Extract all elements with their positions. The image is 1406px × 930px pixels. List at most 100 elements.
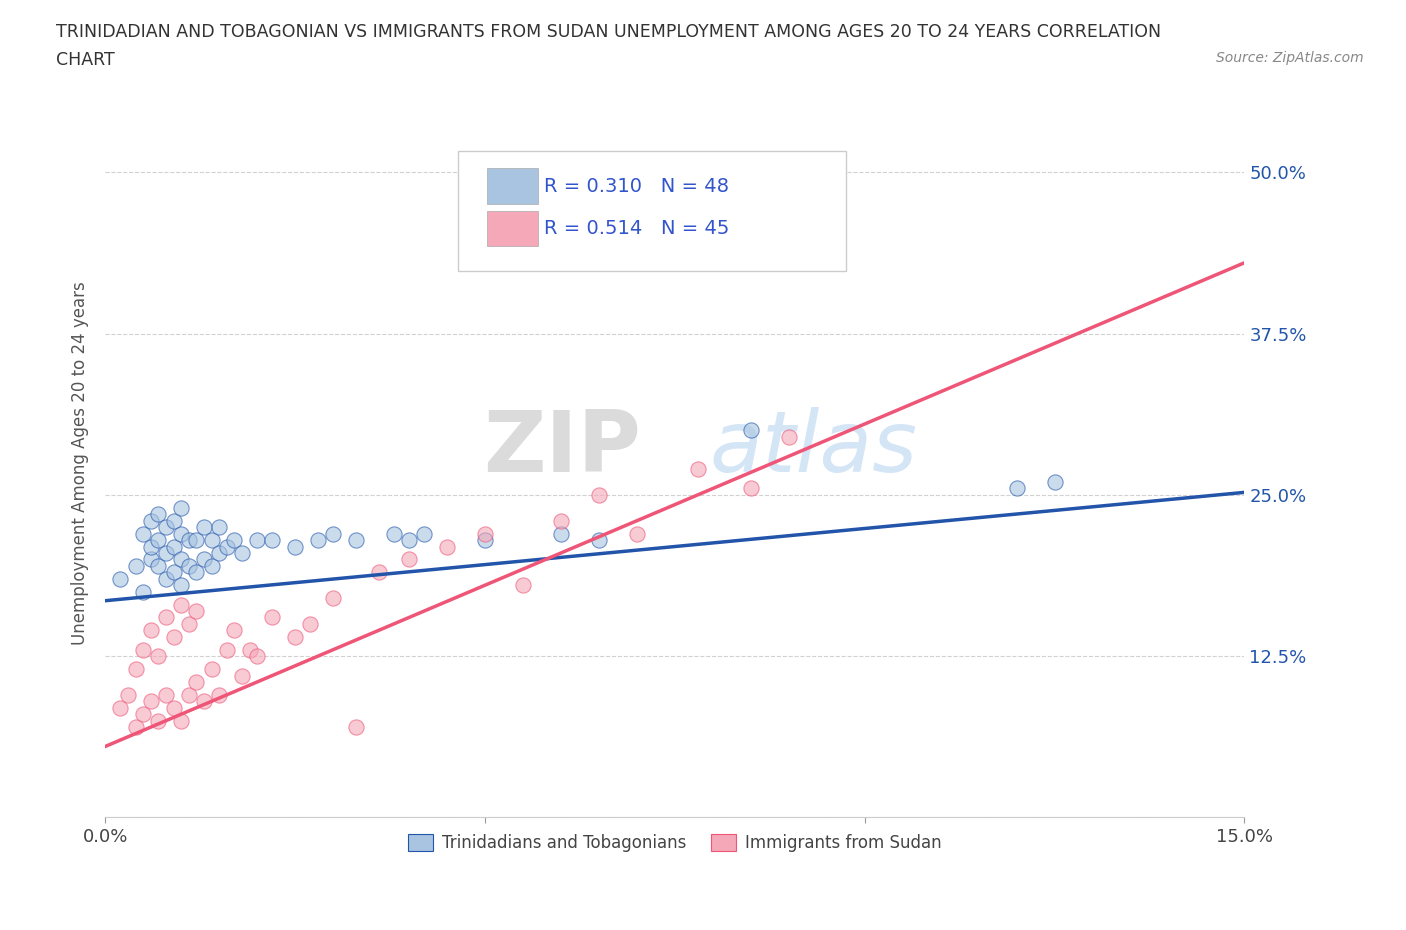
Point (132, 643, 155, 658)
Point (170, 597, 193, 612)
Point (148, 649, 170, 664)
Point (124, 661, 146, 676)
Point (186, 565, 208, 579)
Point (740, 423, 762, 438)
Point (110, 700, 132, 715)
Legend: Trinidadians and Tobagonians, Immigrants from Sudan: Trinidadians and Tobagonians, Immigrants… (402, 827, 948, 858)
Point (262, 533, 284, 548)
Point (155, 546, 177, 561)
Point (170, 500, 193, 515)
Point (155, 687, 177, 702)
Point (215, 539, 238, 554)
Point (550, 526, 572, 541)
Text: ZIP: ZIP (482, 407, 641, 490)
Text: Source: ZipAtlas.com: Source: ZipAtlas.com (1216, 51, 1364, 65)
Point (162, 539, 184, 554)
Text: TRINIDADIAN AND TOBAGONIAN VS IMMIGRANTS FROM SUDAN UNEMPLOYMENT AMONG AGES 20 T: TRINIDADIAN AND TOBAGONIAN VS IMMIGRANTS… (56, 23, 1161, 41)
Point (231, 668, 253, 683)
Point (284, 630, 307, 644)
Point (200, 661, 222, 676)
Point (132, 526, 155, 541)
Point (124, 558, 146, 573)
Point (162, 513, 184, 528)
Point (139, 552, 162, 567)
Point (177, 558, 200, 573)
Point (299, 617, 322, 631)
Text: R = 0.514   N = 45: R = 0.514 N = 45 (544, 219, 730, 238)
Point (367, 565, 389, 579)
Point (231, 546, 253, 561)
Point (177, 687, 200, 702)
Point (177, 617, 200, 631)
Text: CHART: CHART (56, 51, 115, 69)
Point (117, 687, 139, 702)
Point (322, 591, 344, 605)
Point (170, 578, 193, 592)
Point (208, 546, 231, 561)
Point (588, 487, 610, 502)
Point (550, 513, 572, 528)
Point (186, 604, 208, 618)
Point (474, 533, 496, 548)
Point (148, 558, 170, 573)
Point (177, 533, 200, 548)
Point (148, 507, 170, 522)
Point (246, 533, 269, 548)
Point (778, 430, 800, 445)
Point (307, 533, 329, 548)
Point (155, 520, 177, 535)
Point (224, 533, 246, 548)
Point (162, 700, 184, 715)
Point (224, 623, 246, 638)
Text: R = 0.310   N = 48: R = 0.310 N = 48 (544, 177, 728, 195)
Point (815, 191, 838, 206)
Point (139, 539, 162, 554)
Point (284, 539, 307, 554)
Point (132, 707, 155, 722)
Point (170, 526, 193, 541)
Point (139, 513, 162, 528)
Point (344, 533, 367, 548)
Point (740, 481, 762, 496)
Point (170, 552, 193, 567)
Point (162, 630, 184, 644)
Point (215, 643, 238, 658)
Point (262, 610, 284, 625)
Point (200, 533, 222, 548)
Point (208, 520, 231, 535)
FancyBboxPatch shape (486, 211, 538, 246)
FancyBboxPatch shape (486, 168, 538, 204)
Point (436, 539, 458, 554)
Point (155, 571, 177, 586)
Point (512, 578, 534, 592)
Point (162, 565, 184, 579)
Point (139, 694, 162, 709)
Y-axis label: Unemployment Among Ages 20 to 24 years: Unemployment Among Ages 20 to 24 years (72, 281, 89, 644)
Point (238, 643, 260, 658)
Point (132, 584, 155, 599)
Point (193, 552, 215, 567)
Point (1043, 474, 1066, 489)
Point (626, 526, 648, 541)
Point (588, 533, 610, 548)
Point (398, 533, 420, 548)
Point (193, 520, 215, 535)
Point (474, 526, 496, 541)
Point (186, 533, 208, 548)
Point (193, 694, 215, 709)
Point (344, 720, 367, 735)
Point (186, 674, 208, 689)
Point (398, 552, 420, 567)
Point (246, 649, 269, 664)
Point (208, 687, 231, 702)
Text: atlas: atlas (709, 407, 917, 490)
Point (413, 526, 436, 541)
Point (170, 713, 193, 728)
Point (200, 558, 222, 573)
Point (1005, 481, 1028, 496)
Point (124, 720, 146, 735)
Point (139, 623, 162, 638)
Point (148, 533, 170, 548)
Point (382, 526, 405, 541)
Point (110, 571, 132, 586)
